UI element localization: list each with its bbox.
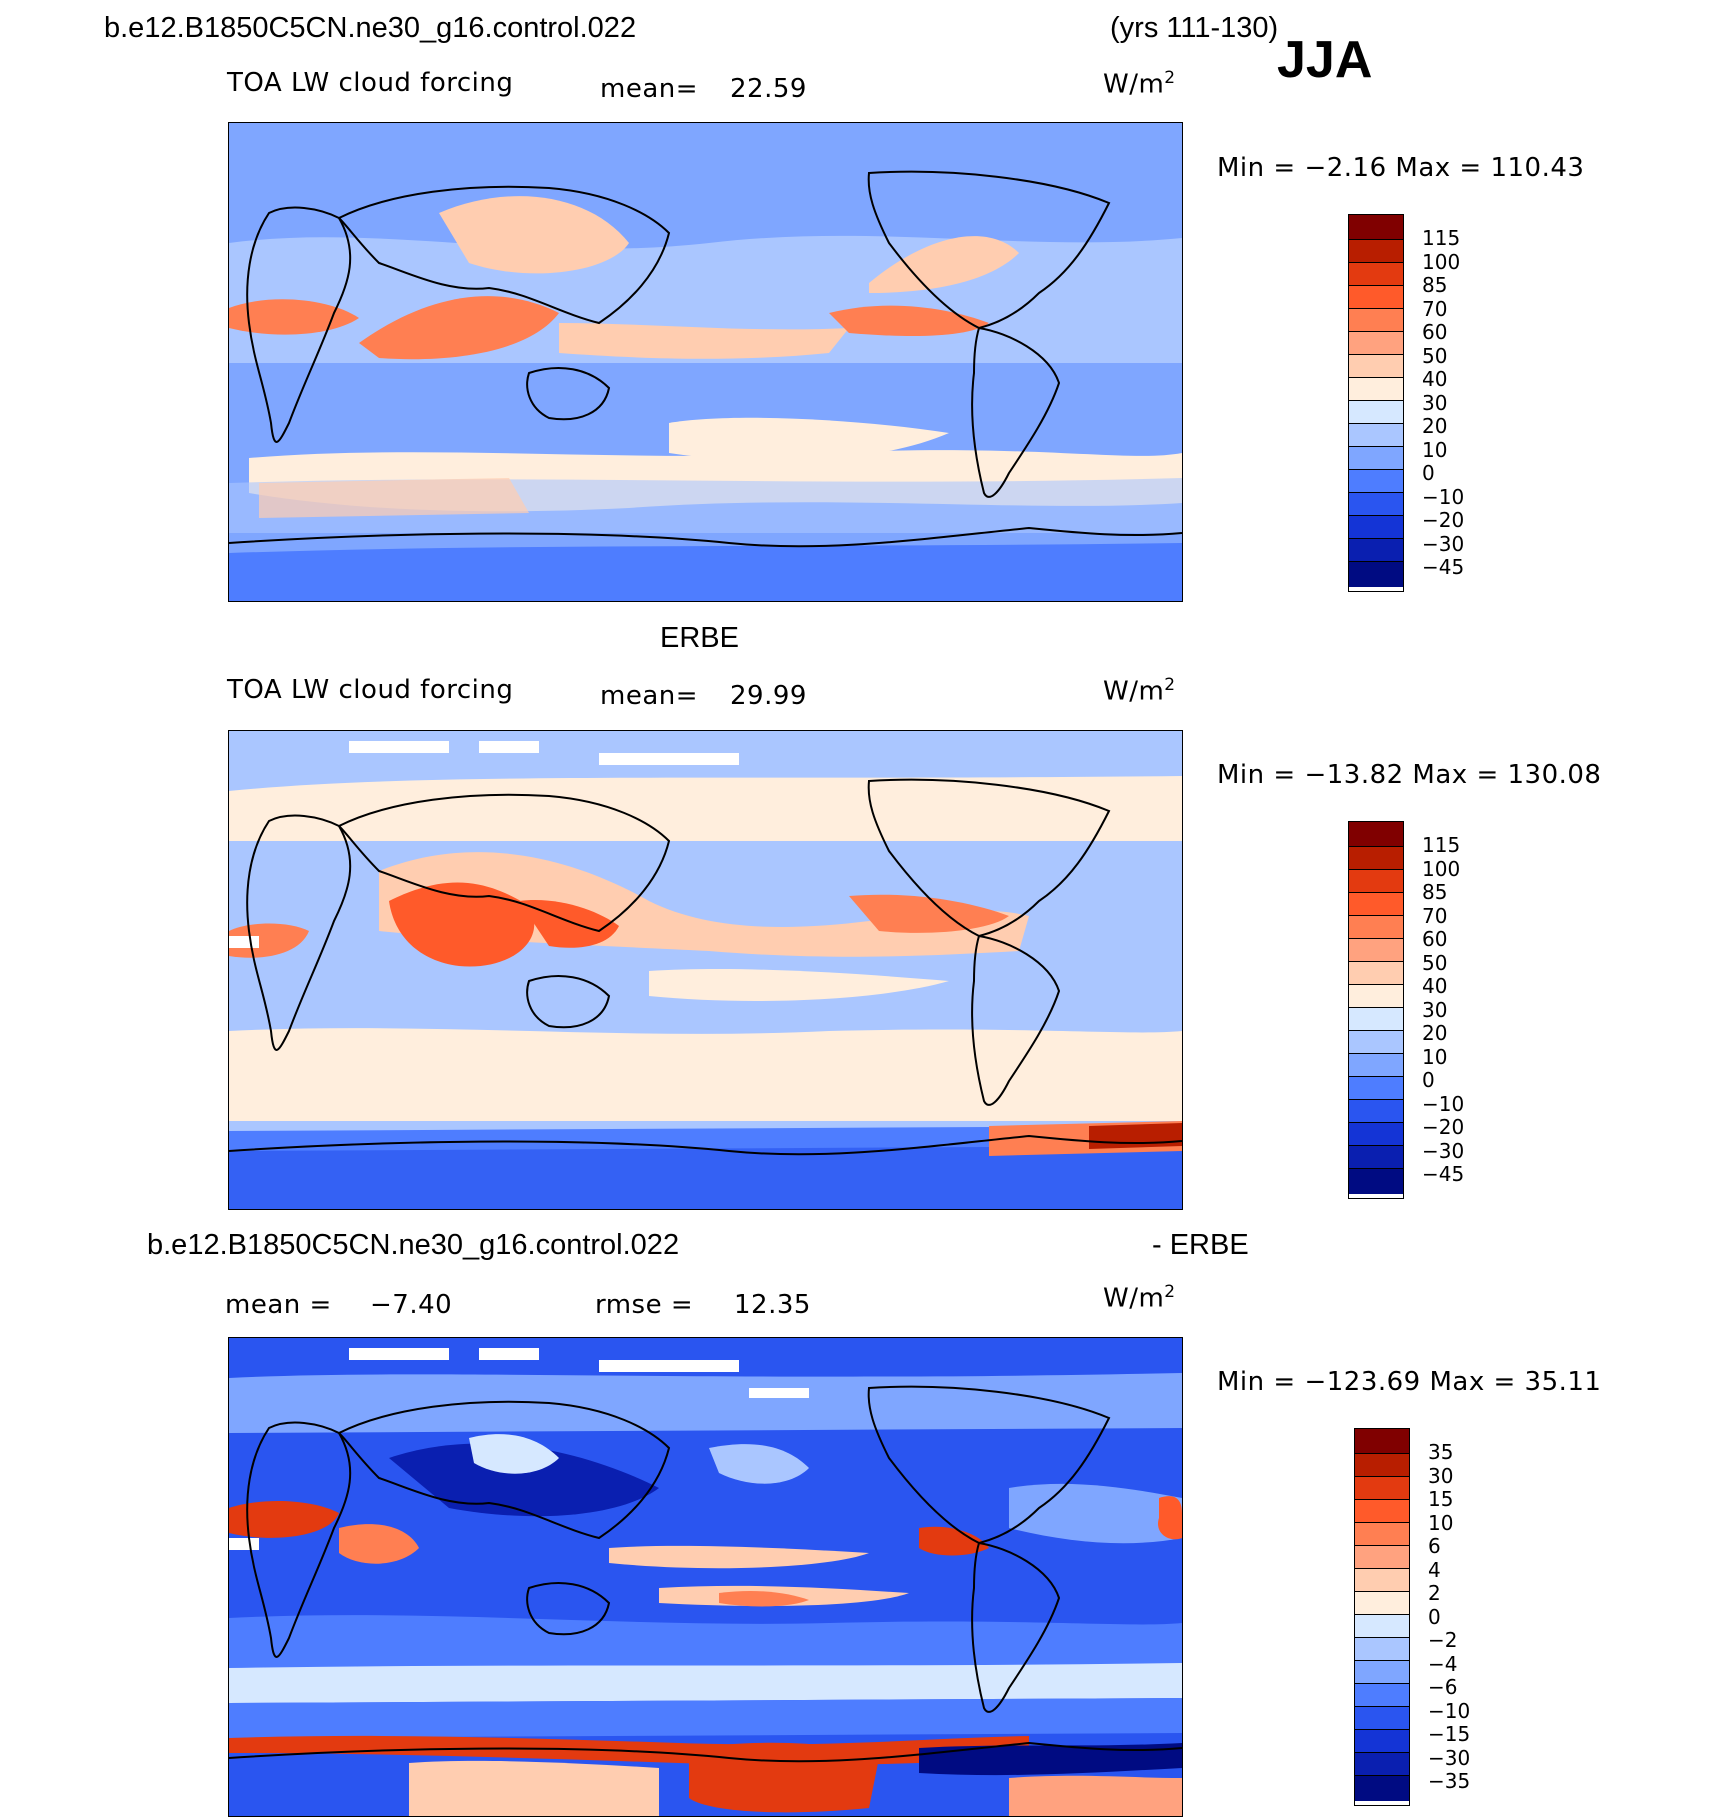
panel3-title-right: - ERBE — [1152, 1229, 1249, 1261]
panel3-legend-label: 10 — [1428, 1510, 1454, 1535]
panel2-legend-label: 100 — [1422, 856, 1461, 881]
panel1-map — [228, 122, 1183, 602]
panel3-map-svg — [229, 1338, 1182, 1816]
panel1-legend-label: 0 — [1422, 461, 1435, 485]
panel3-legend-label: 35 — [1428, 1440, 1454, 1464]
panel2-units: W/m2 — [1103, 675, 1176, 707]
panel2-legend-label: 50 — [1422, 950, 1448, 975]
panel2-legend-label: 40 — [1422, 974, 1448, 998]
panel2-legend-label: 0 — [1422, 1068, 1435, 1092]
panel1-legend-label: 115 — [1422, 226, 1461, 250]
panel2-legend-label: −30 — [1422, 1138, 1465, 1163]
panel2-legend-label: −20 — [1422, 1115, 1465, 1139]
panel1-legend-label: 85 — [1422, 273, 1448, 297]
panel1-legend-label: −45 — [1422, 555, 1465, 579]
panel1-legend-label: −10 — [1422, 484, 1465, 509]
panel1-minmax: Min = −2.16 Max = 110.43 — [1217, 153, 1585, 183]
panel2-legend-label: 20 — [1422, 1021, 1448, 1045]
panel1-legend-label: −30 — [1422, 531, 1465, 556]
panel3-legend-label: 30 — [1428, 1463, 1454, 1488]
panel2-legend-label: 70 — [1422, 903, 1448, 928]
panel3-mean-value: −7.40 — [370, 1290, 453, 1320]
panel3-title-left: b.e12.B1850C5CN.ne30_g16.control.022 — [147, 1229, 680, 1261]
panel1-legend-label: 30 — [1422, 390, 1448, 415]
panel3-minmax: Min = −123.69 Max = 35.11 — [1217, 1367, 1602, 1397]
panel3-legend-label: 15 — [1428, 1487, 1454, 1511]
panel2-legend-label: 115 — [1422, 833, 1461, 857]
panel2-minmax: Min = −13.82 Max = 130.08 — [1217, 760, 1602, 790]
panel3-legend-label: −10 — [1428, 1698, 1471, 1723]
panel2-mean-label: mean= — [600, 681, 699, 711]
panel2-mean-value: 29.99 — [730, 681, 807, 711]
panel3-colorbar — [1354, 1428, 1410, 1806]
panel2-map-svg — [229, 731, 1182, 1209]
panel1-colorbar — [1348, 214, 1404, 592]
panel1-legend-label: 20 — [1422, 414, 1448, 438]
panel1-legend-label: 100 — [1422, 249, 1461, 274]
panel2-legend-label: −10 — [1422, 1091, 1465, 1116]
season-label: JJA — [1277, 31, 1373, 89]
panel2-legend-label: 30 — [1422, 997, 1448, 1022]
panel1-map-svg — [229, 123, 1182, 601]
panel1-legend-label: 50 — [1422, 343, 1448, 368]
years-label: (yrs 111-130) — [1110, 12, 1279, 44]
panel3-legend-label: −35 — [1428, 1769, 1471, 1793]
panel1-legend-label: 70 — [1422, 296, 1448, 321]
panel1-mean-value: 22.59 — [730, 74, 807, 104]
panel1-field-label: TOA LW cloud forcing — [227, 68, 514, 98]
panel2-colorbar — [1348, 821, 1404, 1199]
panel3-legend-label: 2 — [1428, 1581, 1441, 1605]
case-title: b.e12.B1850C5CN.ne30_g16.control.022 — [104, 12, 637, 44]
panel3-legend-label: −30 — [1428, 1745, 1471, 1770]
panel2-map — [228, 730, 1183, 1210]
panel1-legend-label: 10 — [1422, 437, 1448, 462]
panel3-legend-label: −2 — [1428, 1628, 1458, 1652]
panel3-legend-label: −4 — [1428, 1651, 1458, 1676]
panel3-legend-label: 4 — [1428, 1557, 1441, 1582]
panel3-rmse-value: 12.35 — [734, 1290, 811, 1320]
panel3-mean-label: mean = — [225, 1290, 332, 1320]
panel2-title: ERBE — [660, 622, 739, 654]
panel1-units: W/m2 — [1103, 68, 1176, 100]
panel1-mean-label: mean= — [600, 74, 699, 104]
panel2-field-label: TOA LW cloud forcing — [227, 675, 514, 705]
panel2-legend-label: 85 — [1422, 880, 1448, 904]
panel2-legend-label: 10 — [1422, 1044, 1448, 1069]
panel2-legend-label: −45 — [1422, 1162, 1465, 1186]
panel3-legend-label: −15 — [1428, 1722, 1471, 1746]
panel3-legend-label: 0 — [1428, 1604, 1441, 1629]
panel1-legend-label: −20 — [1422, 508, 1465, 532]
panel3-rmse-label: rmse = — [595, 1290, 694, 1320]
panel1-legend-label: 60 — [1422, 320, 1448, 344]
panel3-legend-label: 6 — [1428, 1534, 1441, 1558]
panel3-legend-label: −6 — [1428, 1675, 1458, 1699]
panel2-legend-label: 60 — [1422, 927, 1448, 951]
panel3-map — [228, 1337, 1183, 1817]
panel3-units: W/m2 — [1103, 1282, 1176, 1314]
panel1-legend-label: 40 — [1422, 367, 1448, 391]
